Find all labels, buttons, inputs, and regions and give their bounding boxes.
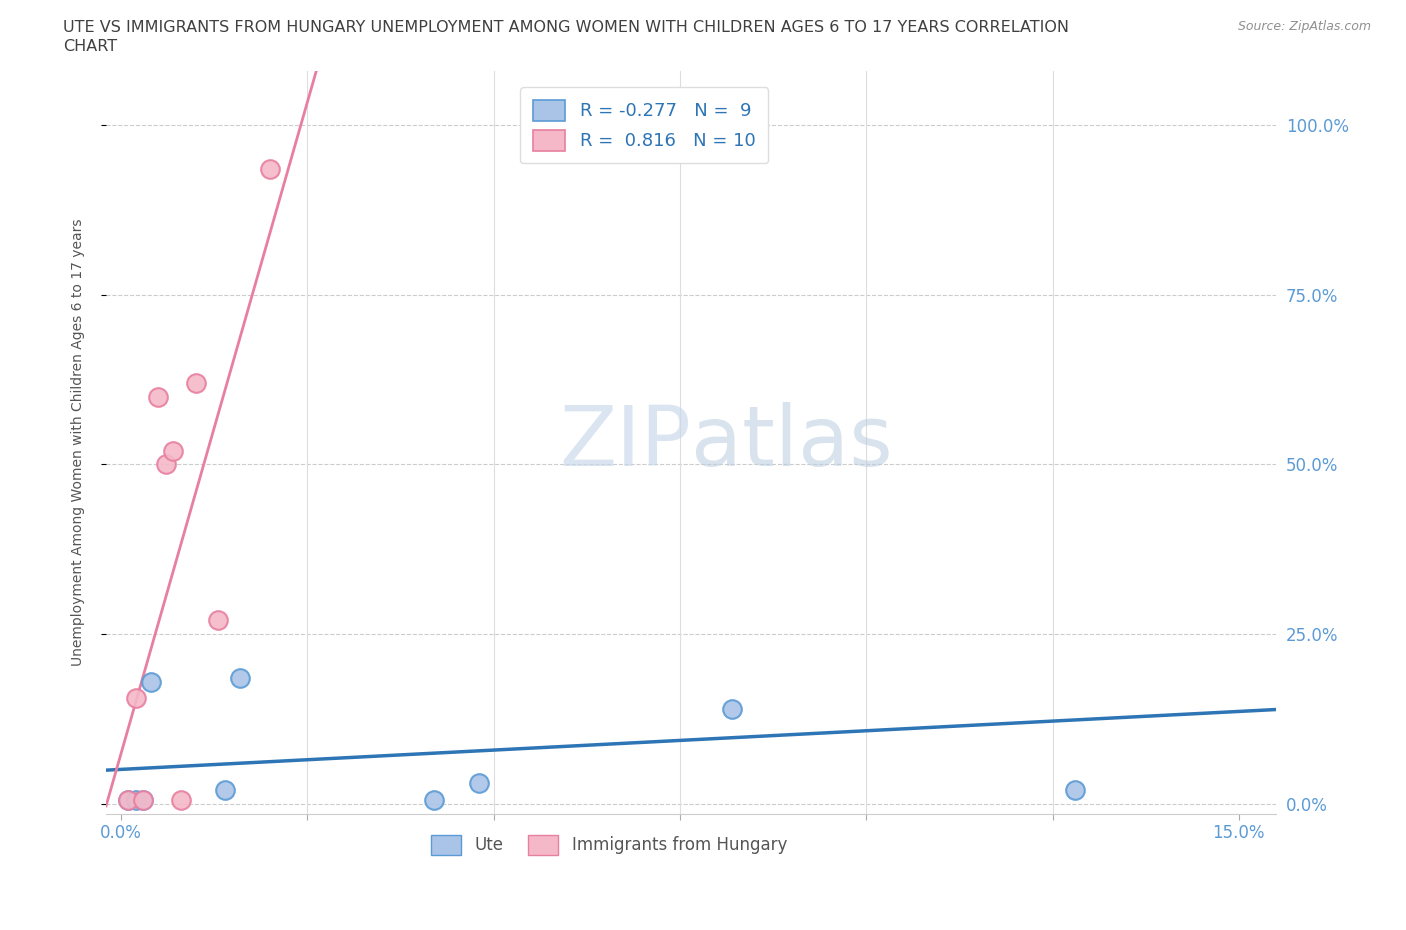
Point — [169, 792, 191, 807]
Point — [148, 389, 170, 404]
Text: Source: ZipAtlas.com: Source: ZipAtlas.com — [1237, 20, 1371, 33]
Legend: Ute, Immigrants from Hungary: Ute, Immigrants from Hungary — [425, 829, 794, 861]
Point — [467, 776, 489, 790]
Point — [132, 792, 155, 807]
Point — [423, 792, 446, 807]
Point — [139, 674, 162, 689]
Point — [162, 444, 184, 458]
Point — [721, 701, 744, 716]
Text: ZIP: ZIP — [560, 402, 692, 483]
Point — [229, 671, 252, 685]
Point — [125, 792, 148, 807]
Point — [214, 783, 236, 798]
Point — [132, 792, 155, 807]
Point — [259, 162, 281, 177]
Point — [125, 691, 148, 706]
Text: CHART: CHART — [63, 39, 117, 54]
Point — [207, 613, 229, 628]
Point — [117, 792, 139, 807]
Text: atlas: atlas — [692, 402, 893, 483]
Point — [184, 376, 207, 391]
Point — [155, 457, 177, 472]
Y-axis label: Unemployment Among Women with Children Ages 6 to 17 years: Unemployment Among Women with Children A… — [72, 219, 86, 666]
Point — [117, 792, 139, 807]
Point — [1063, 783, 1085, 798]
Text: UTE VS IMMIGRANTS FROM HUNGARY UNEMPLOYMENT AMONG WOMEN WITH CHILDREN AGES 6 TO : UTE VS IMMIGRANTS FROM HUNGARY UNEMPLOYM… — [63, 20, 1070, 35]
